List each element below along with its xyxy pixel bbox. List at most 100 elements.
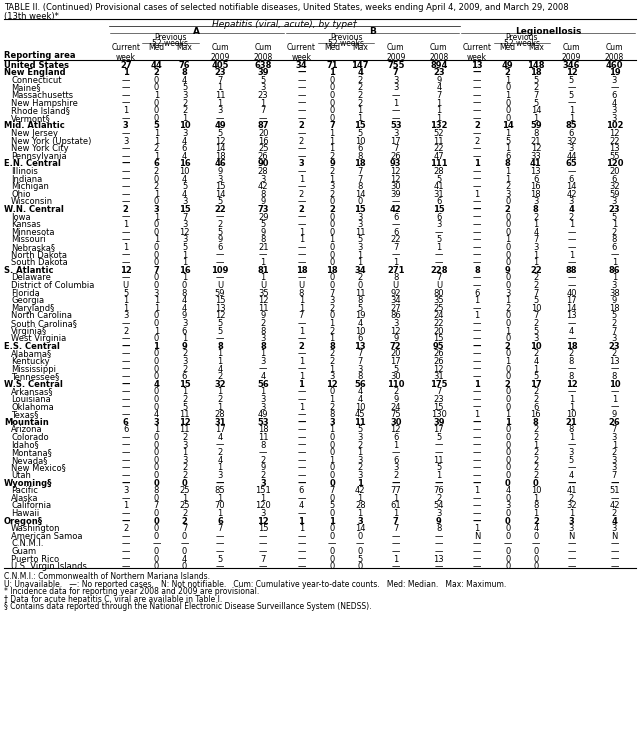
Text: 4: 4 [182, 554, 187, 563]
Text: —: — [610, 478, 619, 487]
Text: 0: 0 [533, 532, 538, 541]
Text: 4: 4 [217, 433, 222, 442]
Text: 1: 1 [569, 113, 574, 122]
Text: 3: 3 [569, 517, 574, 526]
Text: 2: 2 [260, 456, 266, 465]
Text: —: — [567, 554, 576, 563]
Text: 61: 61 [390, 502, 401, 510]
Text: 20: 20 [433, 327, 444, 336]
Text: 2: 2 [123, 524, 128, 533]
Text: 4: 4 [358, 395, 363, 404]
Text: 34: 34 [354, 266, 366, 275]
Text: 6: 6 [533, 403, 538, 412]
Text: —: — [610, 562, 619, 571]
Text: 1: 1 [123, 296, 128, 305]
Text: 14: 14 [502, 122, 513, 131]
Text: 17: 17 [390, 357, 401, 366]
Text: 90: 90 [258, 159, 269, 168]
Text: 2: 2 [612, 509, 617, 518]
Text: 4: 4 [217, 456, 222, 465]
Text: 0: 0 [329, 198, 335, 207]
Text: 1: 1 [474, 159, 480, 168]
Text: 0: 0 [154, 98, 159, 107]
Text: —: — [473, 152, 481, 161]
Text: —: — [297, 167, 306, 176]
Text: —: — [297, 532, 306, 541]
Text: —: — [435, 539, 443, 548]
Text: 2: 2 [123, 327, 128, 336]
Text: 0: 0 [329, 433, 335, 442]
Text: —: — [610, 388, 619, 397]
Text: 23: 23 [609, 342, 620, 351]
Text: 5: 5 [393, 364, 399, 373]
Text: 8: 8 [505, 159, 511, 168]
Text: 39: 39 [390, 190, 401, 199]
Text: 2: 2 [217, 448, 222, 457]
Text: 3: 3 [358, 456, 363, 465]
Text: 0: 0 [154, 198, 159, 207]
Text: 9: 9 [612, 296, 617, 305]
Text: 8: 8 [260, 441, 266, 450]
Text: 7: 7 [533, 288, 538, 297]
Text: —: — [122, 182, 130, 191]
Text: 0: 0 [154, 76, 159, 85]
Text: 2: 2 [533, 471, 538, 480]
Text: —: — [610, 364, 619, 373]
Text: 1: 1 [393, 441, 399, 450]
Text: 8: 8 [260, 327, 266, 336]
Text: —: — [473, 425, 481, 434]
Text: 11: 11 [179, 410, 190, 419]
Text: 7: 7 [393, 517, 399, 526]
Text: 52 weeks: 52 weeks [153, 38, 188, 47]
Text: —: — [297, 539, 306, 548]
Text: Current
week: Current week [111, 43, 140, 62]
Text: Georgia: Georgia [11, 296, 44, 305]
Text: —: — [392, 562, 400, 571]
Text: 1: 1 [299, 372, 304, 381]
Text: 39: 39 [258, 68, 269, 77]
Text: 8: 8 [533, 502, 538, 510]
Text: Kentucky: Kentucky [11, 357, 49, 366]
Text: —: — [216, 213, 224, 222]
Text: —: — [610, 83, 619, 92]
Text: 7: 7 [182, 213, 187, 222]
Text: —: — [567, 547, 576, 556]
Text: 5: 5 [217, 129, 222, 138]
Text: 9: 9 [182, 312, 187, 320]
Text: 85: 85 [215, 486, 226, 495]
Text: —: — [259, 448, 267, 457]
Text: 4: 4 [612, 517, 617, 526]
Text: 1: 1 [393, 509, 399, 518]
Text: 76: 76 [179, 61, 190, 70]
Text: —: — [473, 456, 481, 465]
Text: 2: 2 [182, 471, 187, 480]
Text: —: — [473, 493, 481, 502]
Text: 16: 16 [258, 137, 269, 146]
Text: 2: 2 [154, 144, 159, 153]
Text: 7: 7 [436, 388, 442, 397]
Text: 13: 13 [609, 357, 620, 366]
Text: 0: 0 [154, 403, 159, 412]
Text: 2: 2 [533, 83, 538, 92]
Text: —: — [297, 441, 306, 450]
Text: —: — [297, 334, 306, 343]
Text: 0: 0 [505, 319, 510, 328]
Text: 44: 44 [151, 61, 162, 70]
Text: Nevada§: Nevada§ [11, 456, 47, 465]
Text: 2: 2 [358, 76, 363, 85]
Text: —: — [473, 228, 481, 237]
Text: —: — [121, 380, 130, 389]
Text: 1: 1 [217, 403, 222, 412]
Text: 7: 7 [612, 425, 617, 434]
Text: —: — [567, 463, 576, 472]
Text: 5: 5 [436, 235, 442, 244]
Text: —: — [259, 532, 267, 541]
Text: 4: 4 [182, 296, 187, 305]
Text: Washington: Washington [11, 524, 60, 533]
Text: —: — [122, 91, 130, 100]
Text: —: — [473, 517, 481, 526]
Text: 27: 27 [120, 61, 131, 70]
Text: 12: 12 [258, 296, 269, 305]
Text: 5: 5 [182, 83, 187, 92]
Text: 6: 6 [612, 174, 617, 183]
